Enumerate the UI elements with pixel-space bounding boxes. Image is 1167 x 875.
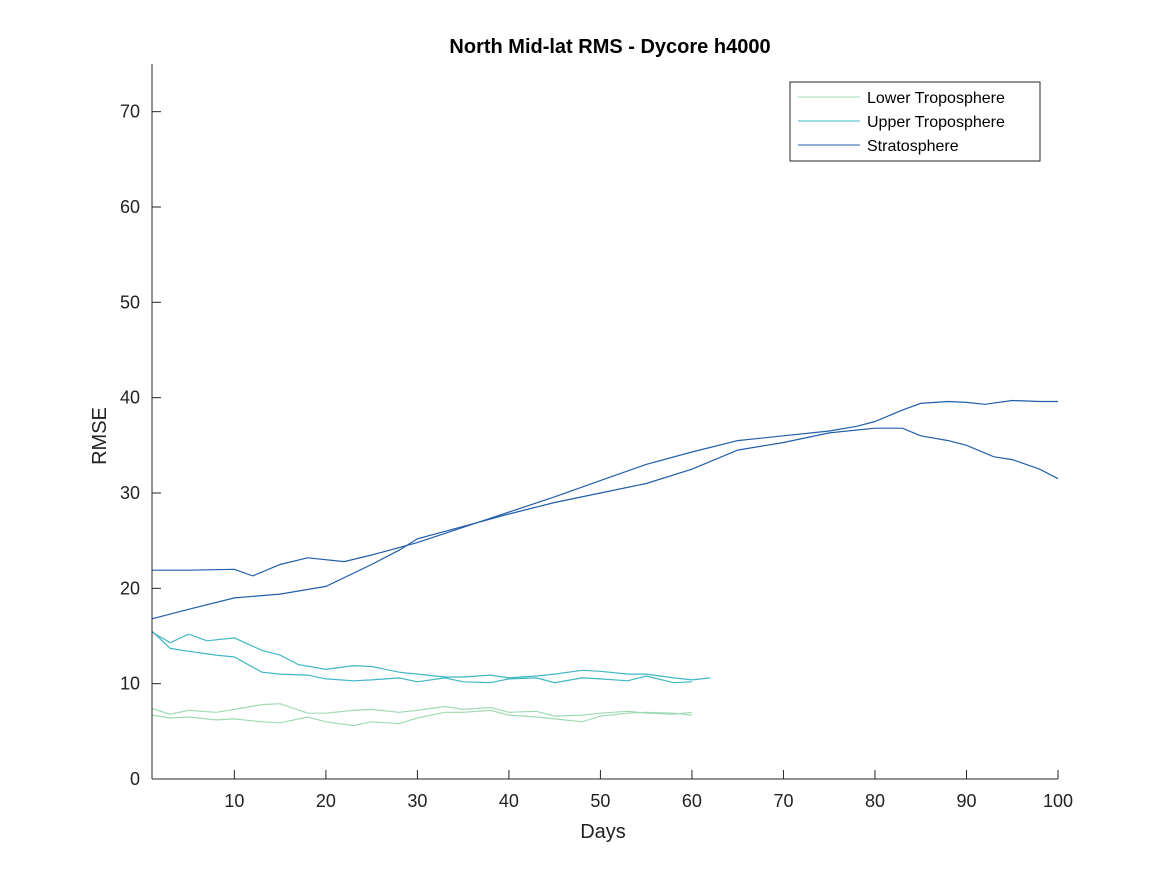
y-tick-label: 30	[120, 483, 140, 503]
series-line-stratosphere-0	[152, 399, 1058, 577]
x-tick-label: 40	[499, 791, 519, 811]
x-tick-label: 20	[316, 791, 336, 811]
legend-label-upper-troposphere: Upper Troposphere	[867, 114, 1005, 131]
x-axis-label: Days	[580, 821, 626, 843]
series-line-lower-troposphere-4	[151, 703, 692, 717]
x-tick-label: 90	[956, 791, 976, 811]
y-tick-label: 60	[120, 197, 140, 217]
legend-label-lower-troposphere: Lower Troposphere	[867, 90, 1005, 107]
x-axis-ticks: 10 20 30 40 50 60 70 80 90 100	[224, 770, 1073, 811]
legend-label-stratosphere: Stratosphere	[867, 138, 959, 155]
y-tick-label: 70	[120, 102, 140, 122]
series-line-lower-troposphere-5	[151, 709, 692, 727]
y-tick-label: 40	[120, 388, 140, 408]
series-line-stratosphere-1	[151, 427, 1059, 620]
legend: Lower Troposphere Upper Troposphere Stra…	[789, 81, 1041, 162]
series-line-upper-troposphere-3	[151, 630, 692, 684]
y-axis-label: RMSE	[89, 407, 111, 465]
y-axis-ticks: 0 10 20 30 40 50 60 70	[120, 102, 161, 789]
y-tick-label: 0	[130, 769, 140, 789]
plot-lines	[151, 399, 1059, 727]
x-tick-label: 10	[224, 791, 244, 811]
y-tick-label: 50	[120, 292, 140, 312]
series-line-upper-troposphere-2	[151, 631, 711, 681]
chart-title: North Mid-lat RMS - Dycore h4000	[449, 36, 770, 58]
x-tick-label: 30	[407, 791, 427, 811]
x-tick-label: 60	[682, 791, 702, 811]
x-tick-label: 50	[590, 791, 610, 811]
y-tick-label: 20	[120, 578, 140, 598]
x-tick-label: 80	[865, 791, 885, 811]
x-tick-label: 70	[773, 791, 793, 811]
x-tick-label: 100	[1043, 791, 1073, 811]
y-tick-label: 10	[120, 674, 140, 694]
